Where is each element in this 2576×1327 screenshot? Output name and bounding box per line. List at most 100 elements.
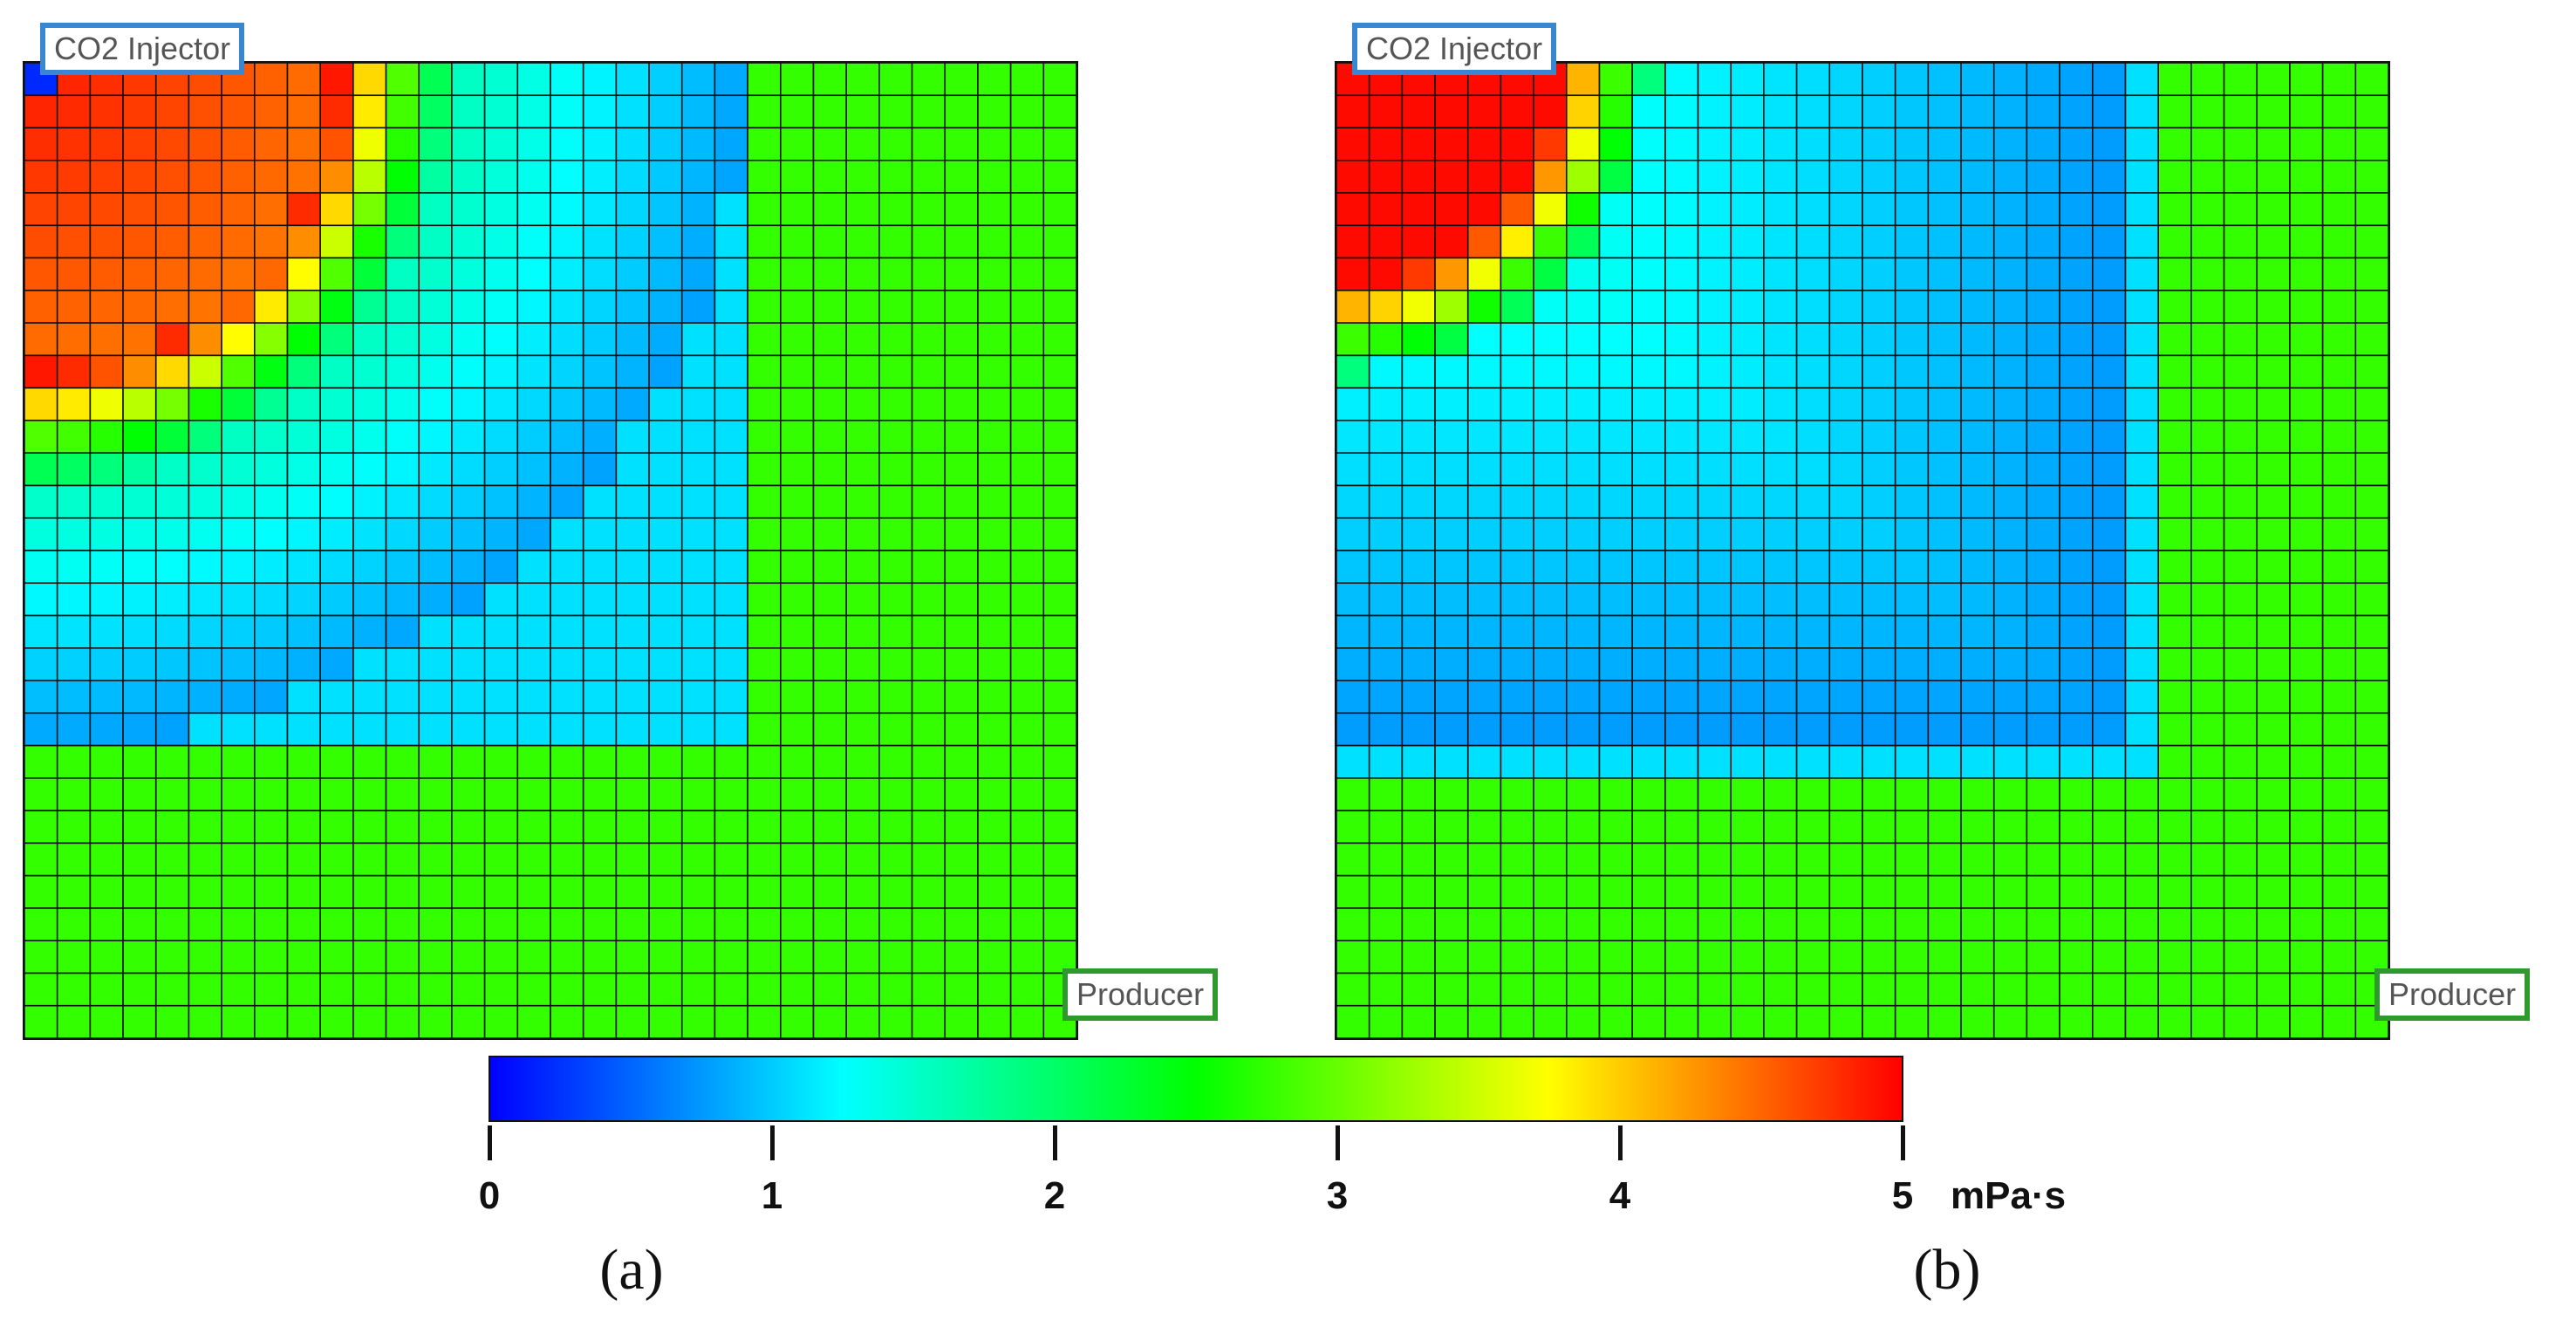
grid-cell: [2190, 582, 2225, 617]
grid-cell: [1500, 127, 1534, 161]
grid-cell: [648, 127, 683, 161]
grid-cell: [1795, 550, 1831, 585]
grid-cell: [56, 257, 92, 291]
grid-cell: [582, 582, 618, 617]
grid-cell: [154, 614, 190, 649]
grid-cell: [747, 940, 782, 975]
grid-cell: [319, 224, 354, 259]
grid-cell: [1631, 550, 1666, 585]
grid-cell: [845, 386, 880, 421]
grid-cell: [1336, 386, 1370, 421]
grid-cell: [1631, 63, 1666, 97]
grid-cell: [483, 257, 519, 291]
grid-cell: [550, 647, 584, 681]
grid-cell: [1960, 680, 1995, 715]
grid-cell: [352, 680, 387, 715]
grid-cell: [1042, 257, 1076, 291]
grid-cell: [516, 842, 551, 877]
grid-cell: [319, 257, 354, 291]
grid-cell: [1598, 874, 1633, 909]
grid-cell: [221, 290, 256, 324]
grid-cell: [582, 810, 618, 845]
grid-cell: [352, 452, 387, 487]
grid-cell: [2157, 744, 2192, 779]
grid-cell: [1434, 484, 1469, 519]
grid-cell: [1828, 907, 1863, 941]
grid-cell: [1927, 874, 1962, 909]
grid-cell: [89, 160, 124, 194]
grid-cell: [2223, 744, 2258, 779]
grid-cell: [1992, 582, 2028, 617]
grid-cell: [2092, 744, 2127, 779]
producer-label-b: Producer: [2374, 968, 2531, 1021]
grid-cell: [680, 582, 716, 617]
grid-cell: [648, 940, 683, 975]
grid-cell: [122, 744, 157, 779]
grid-cell: [1992, 842, 2028, 877]
grid-cell: [1368, 777, 1404, 811]
grid-cell: [845, 972, 880, 1007]
grid-cell: [2092, 452, 2127, 487]
grid-cell: [2157, 484, 2192, 519]
grid-cell: [1862, 386, 1896, 421]
grid-cell: [2124, 290, 2159, 324]
grid-cell: [122, 810, 157, 845]
grid-cell: [1042, 386, 1076, 421]
grid-cell: [122, 257, 157, 291]
grid-cell: [319, 192, 354, 227]
grid-cell: [1828, 972, 1863, 1007]
grid-cell: [615, 452, 650, 487]
grid-cell: [1664, 744, 1699, 779]
grid-cell: [1894, 386, 1930, 421]
grid-cell: [1042, 842, 1076, 877]
grid-cell: [385, 810, 420, 845]
grid-cell: [1730, 386, 1765, 421]
grid-cell: [254, 192, 289, 227]
grid-cell: [680, 907, 716, 941]
grid-cell: [1566, 224, 1601, 259]
grid-cell: [352, 127, 387, 161]
grid-cell: [1697, 160, 1732, 194]
grid-cell: [648, 777, 683, 811]
grid-cell: [1894, 63, 1930, 97]
grid-cell: [154, 582, 190, 617]
grid-cell: [286, 94, 321, 129]
grid-cell: [1500, 972, 1534, 1007]
grid-cell: [1368, 290, 1404, 324]
grid-cell: [1434, 582, 1469, 617]
grid-cell: [2321, 712, 2357, 747]
grid-cell: [714, 354, 748, 389]
grid-cell: [483, 484, 519, 519]
grid-cell: [1566, 972, 1601, 1007]
grid-cell: [385, 647, 420, 681]
grid-cell: [89, 224, 124, 259]
grid-cell: [2124, 516, 2159, 551]
grid-cell: [1009, 680, 1045, 715]
grid-cell: [2321, 972, 2357, 1007]
grid-cell: [1466, 420, 1502, 454]
grid-cell: [1401, 842, 1436, 877]
grid-cell: [2354, 582, 2388, 617]
grid-cell: [2124, 1004, 2159, 1038]
grid-cell: [1795, 420, 1831, 454]
grid-cell: [1828, 712, 1863, 747]
grid-cell: [418, 972, 453, 1007]
grid-cell: [1401, 354, 1436, 389]
grid-cell: [2124, 647, 2159, 681]
grid-cell: [582, 94, 618, 129]
grid-cell: [1795, 940, 1831, 975]
grid-cell: [1368, 842, 1404, 877]
grid-cell: [582, 614, 618, 649]
grid-cell: [1401, 907, 1436, 941]
grid-cell: [56, 614, 92, 649]
grid-cell: [1401, 614, 1436, 649]
grid-cell: [1500, 257, 1534, 291]
grid-cell: [2256, 420, 2291, 454]
grid-cell: [1533, 810, 1568, 845]
grid-cell: [188, 744, 222, 779]
grid-cell: [1598, 810, 1633, 845]
grid-cell: [1566, 452, 1601, 487]
grid-cell: [1631, 322, 1666, 357]
grid-cell: [1894, 192, 1930, 227]
grid-cell: [385, 452, 420, 487]
